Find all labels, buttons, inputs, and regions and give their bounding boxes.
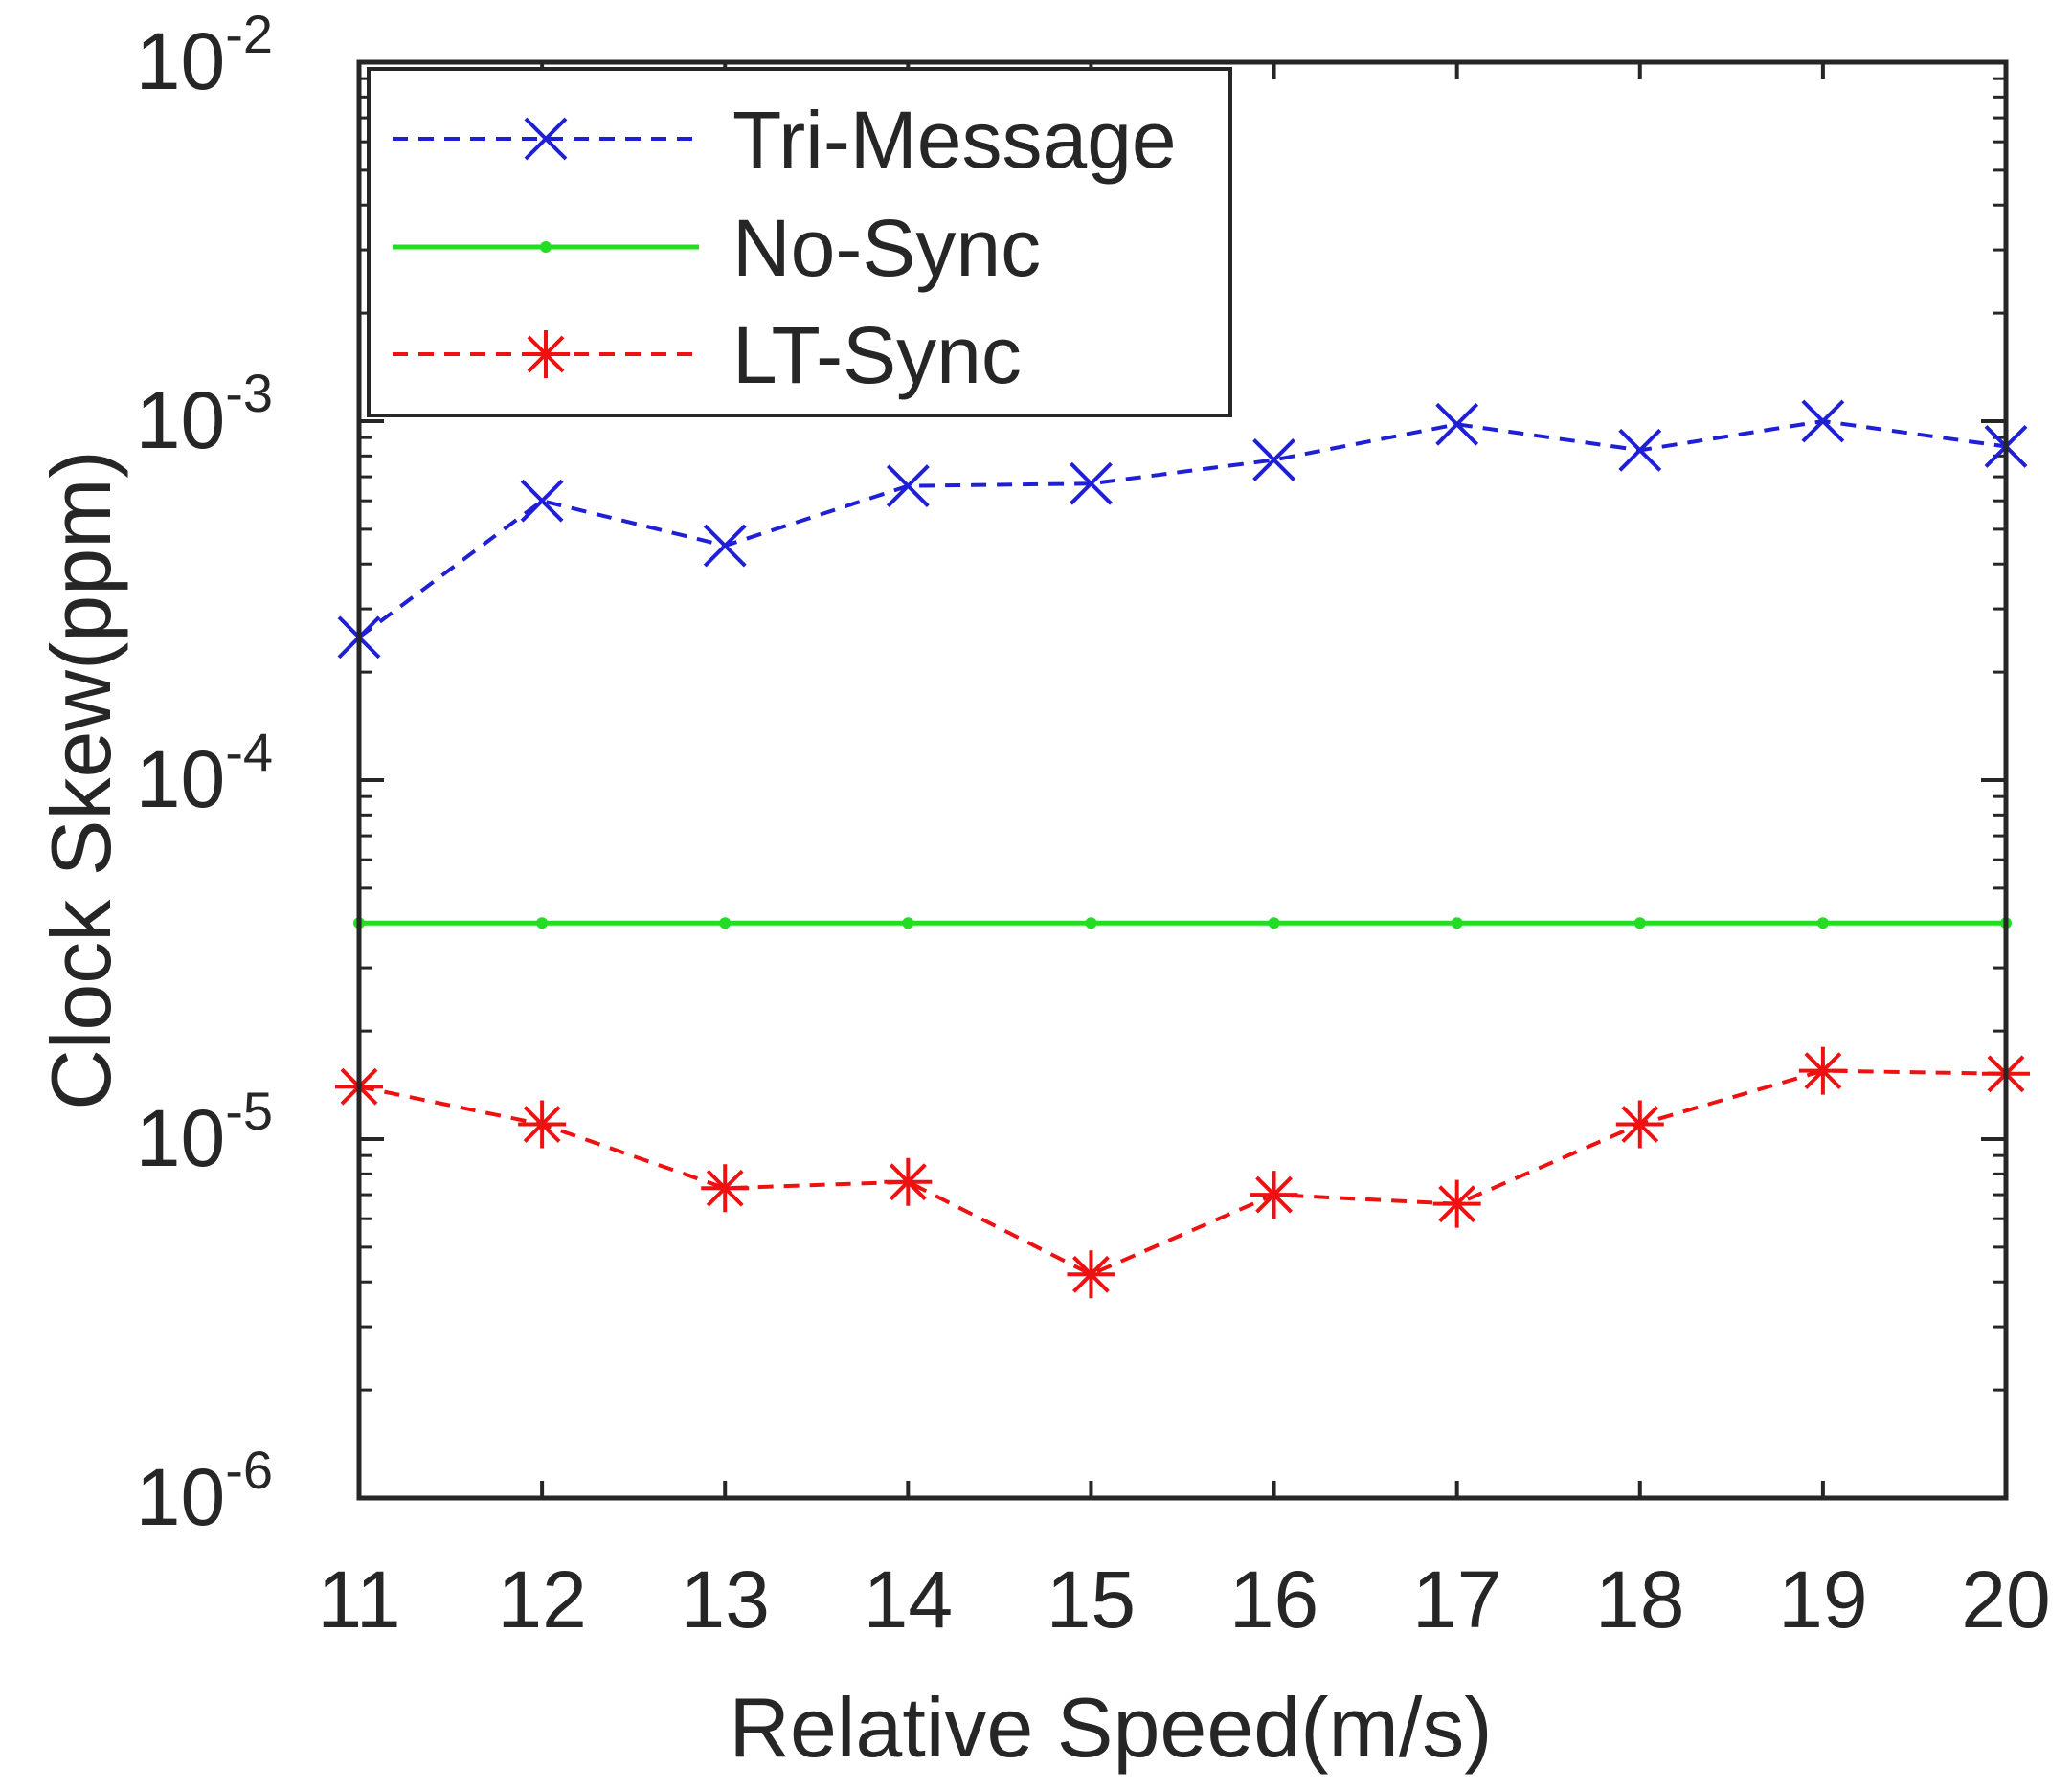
data-point	[1252, 438, 1295, 481]
y-tick-label: 10-2	[136, 4, 273, 106]
x-tick-label: 17	[1412, 1555, 1501, 1645]
data-point	[1633, 917, 1646, 929]
legend-label: Tri-Message	[732, 95, 1177, 185]
data-point	[1435, 402, 1479, 446]
x-tick-label: 13	[681, 1555, 770, 1645]
plot-frame	[356, 59, 2009, 1501]
data-point	[719, 917, 732, 929]
y-axis-label: Clock Skew(ppm)	[34, 450, 128, 1109]
y-tick-label: 10-5	[136, 1081, 273, 1183]
x-axis-label: Relative Speed(m/s)	[729, 1680, 1492, 1775]
data-point	[1250, 1171, 1298, 1219]
data-point	[1801, 399, 1845, 443]
legend-label: LT-Sync	[732, 310, 1022, 400]
legend-marker	[540, 241, 552, 253]
data-point	[1085, 917, 1097, 929]
data-point	[1615, 1100, 1664, 1149]
legend-box	[367, 67, 1232, 417]
x-tick-label: 14	[864, 1555, 953, 1645]
x-tick-label: 16	[1229, 1555, 1318, 1645]
y-tick-label: 10-6	[136, 1440, 273, 1542]
data-point	[902, 917, 914, 929]
data-point	[520, 479, 564, 523]
series-line	[357, 418, 2007, 639]
legend-marker	[522, 330, 570, 378]
data-point	[1451, 917, 1463, 929]
data-point	[703, 524, 747, 568]
legend-entry-lt-sync: LT-Sync	[393, 310, 1022, 400]
data-point	[1067, 1250, 1115, 1299]
data-point	[1618, 428, 1662, 472]
legend-entry-tri-message: Tri-Message	[393, 95, 1177, 185]
x-tick-labels: 11 12 13 14 15 16 17 18 19 20	[317, 1555, 2050, 1645]
legend-label: No-Sync	[732, 203, 1041, 293]
data-point	[1432, 1179, 1481, 1228]
x-tick-label: 11	[317, 1555, 400, 1645]
series-no-sync	[353, 917, 2012, 929]
data-point	[536, 917, 549, 929]
legend-marker	[524, 117, 568, 161]
legend-entry-no-sync: No-Sync	[393, 203, 1041, 293]
x-tick-label: 12	[497, 1555, 586, 1645]
data-point	[701, 1164, 750, 1213]
x-tick-label: 15	[1047, 1555, 1136, 1645]
data-point	[886, 464, 930, 508]
y-tick-label: 10-4	[136, 722, 273, 824]
data-point	[884, 1157, 933, 1206]
data-point	[1816, 917, 1829, 929]
y-tick-label: 10-3	[136, 363, 273, 465]
legend: Tri-Message No-Sync LT-Sync	[367, 67, 1232, 417]
data-point	[1070, 461, 1113, 505]
y-tick-labels: 10-6 10-5 10-4 10-3 10-2	[136, 4, 273, 1542]
x-tick-label: 20	[1961, 1555, 2050, 1645]
data-point	[1798, 1046, 1847, 1095]
x-tick-label: 19	[1778, 1555, 1867, 1645]
x-tick-label: 18	[1595, 1555, 1684, 1645]
data-point	[1268, 917, 1280, 929]
data-point	[518, 1100, 567, 1149]
